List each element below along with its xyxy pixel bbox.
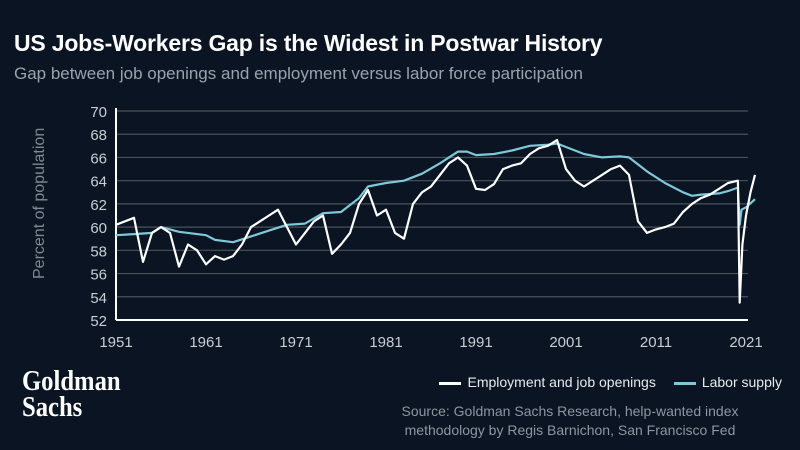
y-tick-labels: 52 54 56 58 60 62 64 66 68 70	[90, 104, 107, 330]
legend-label: Employment and job openings	[467, 374, 656, 390]
series-lines	[115, 138, 757, 304]
y-tick-label: 66	[90, 150, 107, 167]
chart-title: US Jobs-Workers Gap is the Widest in Pos…	[14, 30, 603, 56]
x-tick-label: 1981	[369, 334, 402, 351]
legend-swatch-labor	[673, 381, 696, 385]
x-tick-label: 1961	[189, 334, 222, 351]
legend-swatch-employment	[439, 381, 462, 385]
y-tick-label: 58	[90, 243, 107, 260]
y-tick-label: 62	[90, 197, 107, 214]
source-line-1: Source: Goldman Sachs Research, help-wan…	[401, 403, 739, 419]
x-tick-label: 2011	[640, 334, 672, 351]
employment-job-openings-line	[115, 138, 757, 304]
source-note: Source: Goldman Sachs Research, help-wan…	[370, 402, 770, 440]
logo-line-2: Sachs	[22, 391, 83, 423]
legend-label: Labor supply	[701, 374, 782, 390]
labor-supply-line	[115, 142, 756, 244]
legend: Employment and job openings Labor supply	[439, 374, 782, 390]
y-tick-label: 70	[90, 104, 107, 121]
x-tick-label: 2001	[549, 334, 582, 351]
gridlines	[115, 108, 748, 321]
chart-subtitle: Gap between job openings and employment …	[14, 64, 583, 83]
y-tick-label: 52	[90, 313, 107, 330]
x-tick-labels: 1951 1961 1971 1981 1991 2001 2011 2021	[99, 334, 762, 351]
goldman-sachs-logo: Goldman Sachs	[22, 365, 121, 423]
x-tick-label: 1971	[279, 334, 312, 351]
source-line-2: methodology by Regis Barnichon, San Fran…	[404, 422, 736, 438]
x-tick-label: 1991	[459, 334, 492, 351]
y-tick-label: 56	[90, 267, 107, 284]
x-tick-label: 2021	[729, 334, 762, 351]
x-tick-label: 1951	[99, 334, 132, 351]
y-tick-label: 64	[90, 174, 107, 191]
logo-line-1: Goldman	[22, 365, 121, 397]
legend-item-employment: Employment and job openings	[439, 374, 656, 390]
legend-item-labor: Labor supply	[673, 374, 782, 390]
y-tick-label: 54	[90, 290, 107, 307]
y-tick-label: 60	[90, 220, 107, 237]
y-tick-label: 68	[90, 127, 107, 144]
